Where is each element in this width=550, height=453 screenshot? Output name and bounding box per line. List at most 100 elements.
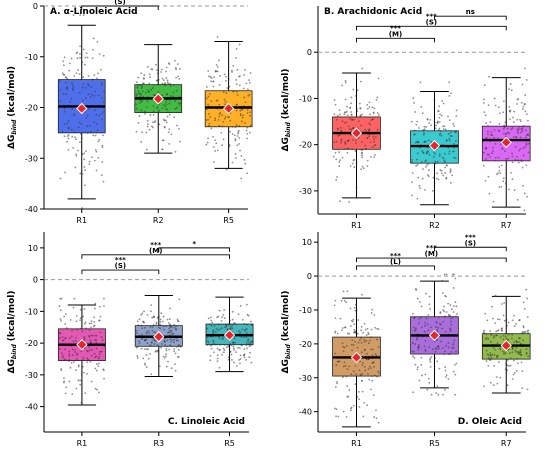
data-point xyxy=(64,337,67,340)
data-point xyxy=(434,162,437,165)
y-tick-label: -10 xyxy=(25,53,38,62)
data-point xyxy=(173,350,176,353)
data-point xyxy=(222,120,225,123)
data-point xyxy=(432,189,434,192)
data-point xyxy=(175,328,177,331)
data-point xyxy=(145,148,148,151)
data-point xyxy=(90,334,93,337)
data-point xyxy=(83,152,86,155)
data-point xyxy=(456,313,458,315)
box-R7 xyxy=(481,288,531,394)
data-point xyxy=(164,344,166,346)
data-point xyxy=(246,172,249,175)
data-point xyxy=(213,161,215,163)
data-point xyxy=(135,103,137,106)
data-point xyxy=(485,122,487,125)
data-point xyxy=(76,353,79,355)
data-point xyxy=(484,114,487,117)
data-point xyxy=(210,325,213,327)
data-point xyxy=(504,335,507,338)
data-point xyxy=(418,184,421,187)
data-point xyxy=(75,369,77,372)
data-point xyxy=(93,324,96,327)
data-point xyxy=(349,307,352,310)
data-point xyxy=(165,349,168,352)
data-point xyxy=(355,94,357,97)
data-point xyxy=(354,309,357,312)
y-tick-label: -30 xyxy=(299,187,312,196)
data-point xyxy=(509,83,512,85)
data-point xyxy=(244,329,246,332)
data-point xyxy=(427,329,430,332)
data-point xyxy=(366,103,369,106)
data-point xyxy=(483,84,486,87)
data-point xyxy=(216,357,219,360)
data-point xyxy=(222,138,225,141)
data-point xyxy=(336,148,339,151)
data-point xyxy=(447,342,450,344)
data-point xyxy=(421,150,424,152)
data-point xyxy=(496,382,499,385)
data-point xyxy=(230,69,233,72)
data-point xyxy=(349,325,352,328)
data-point xyxy=(358,398,361,401)
data-point xyxy=(370,348,372,351)
data-point xyxy=(167,82,170,85)
data-point xyxy=(361,390,364,393)
data-point xyxy=(68,337,71,340)
data-point xyxy=(97,391,100,394)
data-point xyxy=(76,57,79,60)
data-point xyxy=(80,401,83,404)
data-point xyxy=(215,142,218,145)
data-point xyxy=(439,130,442,133)
bracket-line xyxy=(81,254,230,259)
data-point xyxy=(94,367,97,370)
data-point xyxy=(138,342,141,345)
data-point xyxy=(244,101,247,104)
data-point xyxy=(145,91,147,94)
data-point xyxy=(487,357,490,359)
data-point xyxy=(162,104,165,106)
data-point xyxy=(72,84,74,87)
data-point xyxy=(249,72,252,74)
data-point xyxy=(510,172,513,174)
data-point xyxy=(358,406,361,408)
data-point xyxy=(335,386,337,388)
data-point xyxy=(177,348,180,351)
mean-marker xyxy=(76,338,88,351)
data-point xyxy=(489,121,492,124)
data-point xyxy=(246,133,249,135)
data-point xyxy=(174,369,177,372)
mean-marker xyxy=(222,102,235,115)
y-tick-label: 0 xyxy=(33,276,38,285)
data-point xyxy=(508,88,511,91)
data-point xyxy=(94,109,96,111)
data-point xyxy=(169,326,172,329)
data-point xyxy=(345,110,348,113)
data-point xyxy=(503,351,506,354)
data-point xyxy=(371,379,374,382)
data-point xyxy=(207,70,210,72)
bracket-line xyxy=(356,25,507,31)
data-point xyxy=(63,358,66,361)
data-point xyxy=(70,97,73,100)
data-point xyxy=(448,119,451,122)
data-point xyxy=(159,318,162,321)
data-point xyxy=(498,169,501,172)
data-point xyxy=(75,387,78,390)
x-tick-label: R3 xyxy=(153,439,164,448)
data-point xyxy=(245,328,248,331)
data-point xyxy=(63,315,66,318)
data-point xyxy=(100,112,103,115)
data-point xyxy=(355,186,358,189)
data-point xyxy=(80,373,83,376)
data-point xyxy=(415,123,418,126)
data-point xyxy=(147,123,149,126)
data-point xyxy=(163,126,166,129)
data-point xyxy=(210,319,213,322)
data-point xyxy=(372,135,375,138)
data-point xyxy=(243,354,245,357)
data-point xyxy=(233,90,236,92)
data-point xyxy=(209,323,211,326)
